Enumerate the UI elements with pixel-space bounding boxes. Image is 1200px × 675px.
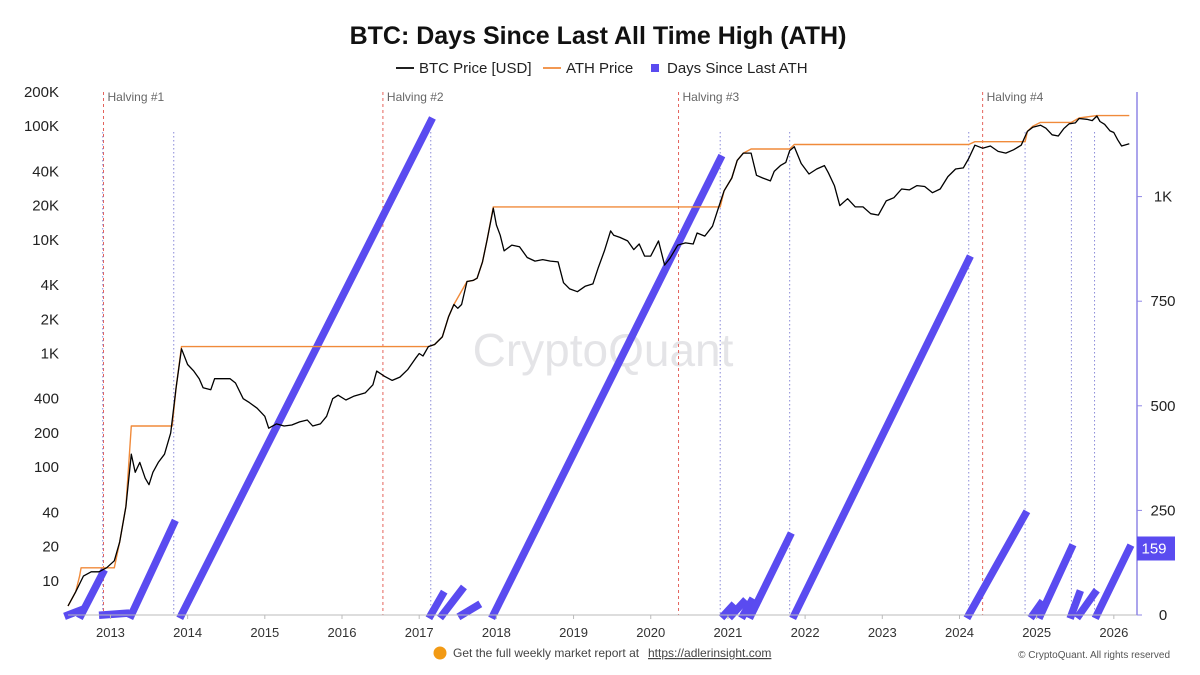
days-since-ath-run [1091,543,1135,621]
legend-days-swatch [651,64,659,72]
y-left-tick-label: 10K [32,232,59,249]
days-since-ath-run [1027,598,1046,621]
halving-lines: Halving #1 Halving #2 Halving #3 Halving #4 [103,90,1044,615]
x-tick-label: 2015 [250,625,279,640]
y-right-tick-label: 250 [1150,502,1175,519]
y-left-tick-label: 10 [42,573,59,590]
days-since-ath-run [176,116,436,621]
current-value-label: 159 [1141,541,1166,558]
price-series [67,114,1130,607]
current-value-badge: 159 [1137,536,1175,561]
days-since-ath-run [1073,588,1100,621]
y-right-tick-label: 1K [1154,189,1172,206]
y-left-tick-label: 100K [24,118,59,135]
y-right-tick-label: 750 [1150,293,1175,310]
footer-text: Get the full weekly market report at [453,646,640,660]
x-tick-label: 2019 [559,625,588,640]
halving-label: Halving #4 [987,90,1044,104]
x-tick-label: 2022 [791,625,820,640]
days-since-ath-run [738,596,757,621]
y-left-tick-label: 100 [34,459,59,476]
y-left-tick-label: 2K [41,311,59,328]
axes: 10 20 40 100 200 400 1K 2K 4K 10K 20K 40K 100K 200K 0 2… [24,84,1176,640]
days-since-ath-run [425,589,448,621]
legend-ath-label: ATH Price [566,60,633,77]
y-left-tick-label: 200 [34,425,59,442]
legend: BTC Price [USD] ATH Price Days Since Las… [396,60,808,77]
y-left-tick-label: 40 [42,504,59,521]
y-left-tick-label: 20 [42,539,59,556]
btc-price-line [67,115,1130,607]
copyright: © CryptoQuant. All rights reserved [1018,650,1170,661]
days-since-ath-series [63,116,1135,621]
legend-days-label: Days Since Last ATH [667,60,808,77]
x-tick-label: 2023 [868,625,897,640]
footer-dot-icon [433,646,447,660]
days-since-ath-run [456,600,483,621]
days-since-ath-run [746,531,795,621]
days-since-ath-run [789,254,974,621]
x-tick-label: 2020 [636,625,665,640]
y-left-tick-label: 400 [34,391,59,408]
legend-price-label: BTC Price [USD] [419,60,532,77]
y-left-tick-label: 4K [41,277,59,294]
ath-date-markers [102,132,1096,615]
days-since-ath-run [963,509,1031,621]
x-tick-label: 2018 [482,625,511,640]
y-right-tick-label: 500 [1150,398,1175,415]
chart-title: BTC: Days Since Last All Time High (ATH) [350,22,847,50]
days-since-ath-run [726,597,749,621]
footer-link[interactable]: https://adlerinsight.com [648,646,771,660]
x-tick-label: 2024 [945,625,974,640]
watermark: CryptoQuant [473,324,734,376]
days-since-ath-run [1035,543,1077,620]
y-left-tick-label: 20K [32,198,59,215]
x-tick-label: 2021 [713,625,742,640]
halving-label: Halving #2 [387,90,444,104]
y-left-tick-label: 1K [41,346,59,363]
x-tick-label: 2014 [173,625,202,640]
y-right-tick-label: 0 [1159,607,1167,624]
y-left-tick-label: 200K [24,84,59,101]
days-since-ath-run [488,153,726,621]
days-since-ath-run [126,518,179,620]
current-value-box [1137,536,1175,561]
days-since-ath-run [76,568,108,621]
x-tick-label: 2025 [1022,625,1051,640]
x-tick-label: 2026 [1099,625,1128,640]
x-tick-label: 2016 [328,625,357,640]
x-tick-label: 2017 [405,625,434,640]
days-since-ath-run [718,601,738,621]
halving-label: Halving #1 [108,90,165,104]
days-since-ath-run [1066,589,1084,620]
x-tick-label: 2013 [96,625,125,640]
days-since-ath-run [437,584,467,621]
halving-label: Halving #3 [683,90,740,104]
days-since-ath-run [63,605,86,620]
y-left-tick-label: 40K [32,163,59,180]
footer: Get the full weekly market report at htt… [433,646,1170,661]
